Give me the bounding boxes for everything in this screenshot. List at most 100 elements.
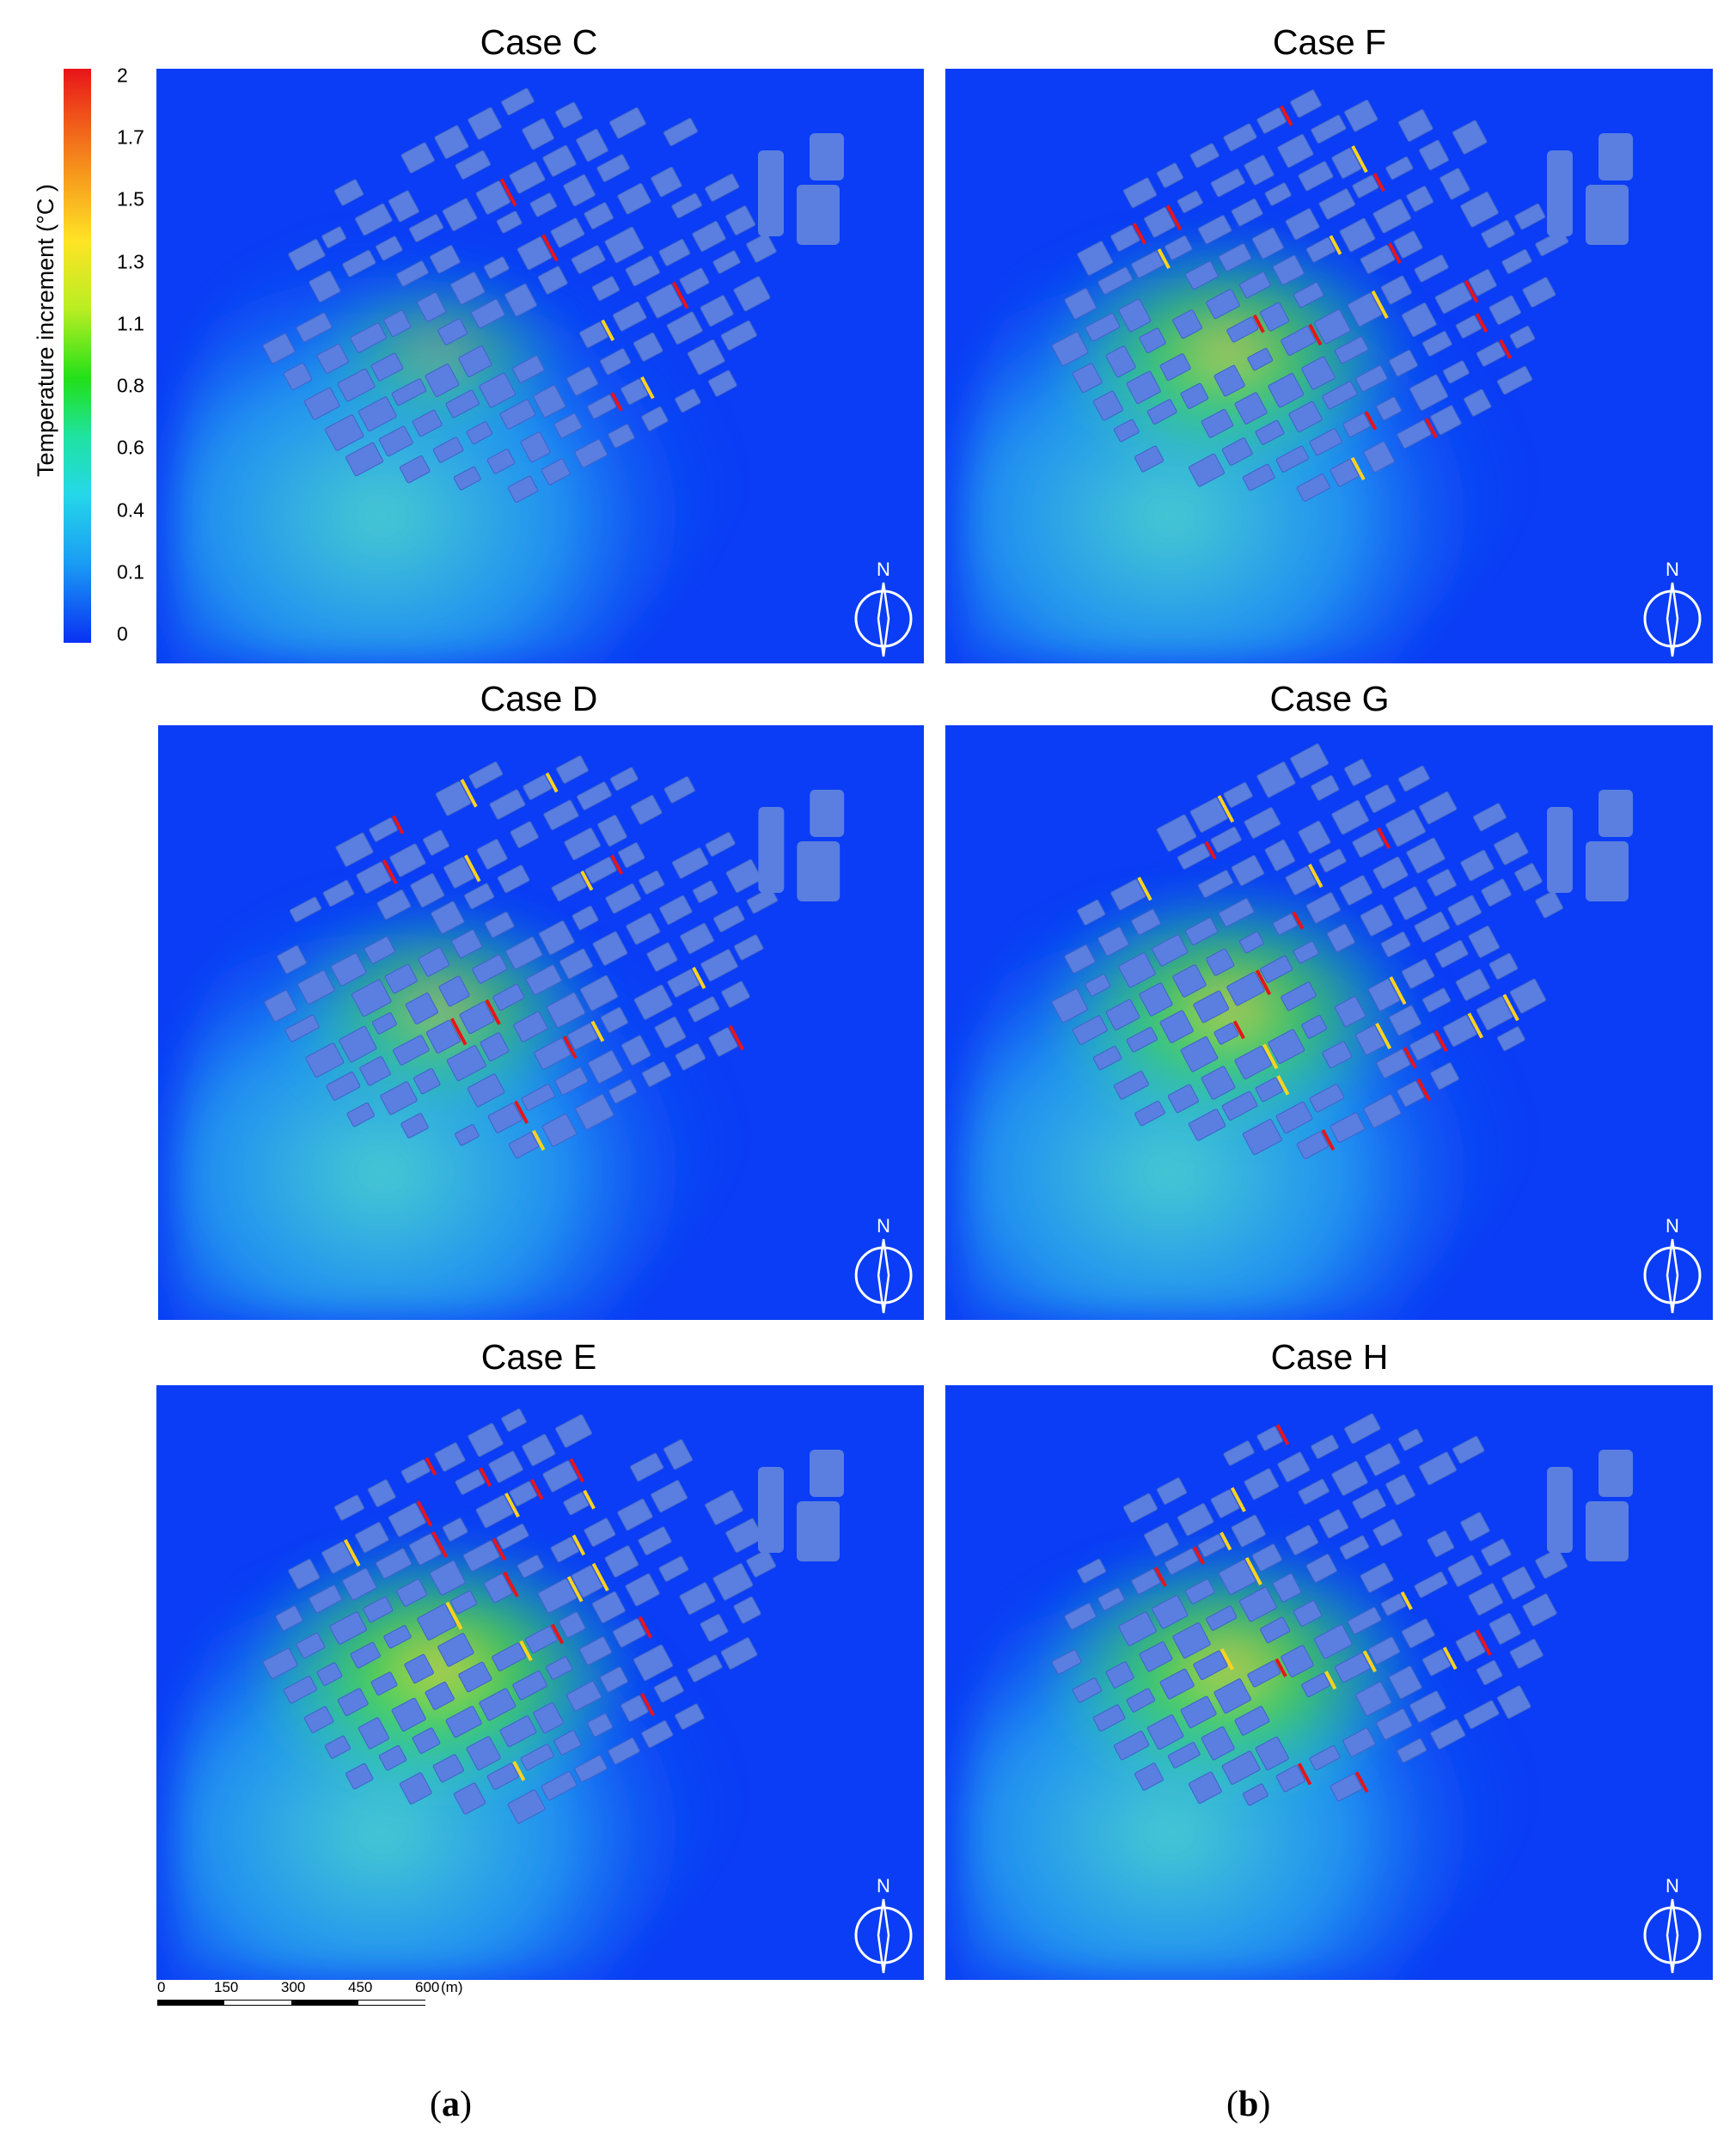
building — [346, 1102, 375, 1127]
building — [633, 332, 663, 362]
building — [538, 920, 575, 956]
building — [475, 1494, 514, 1529]
building — [758, 1467, 784, 1553]
building — [391, 378, 427, 406]
building — [485, 911, 515, 938]
building — [1301, 1015, 1328, 1039]
building — [1335, 336, 1369, 364]
building — [1434, 282, 1473, 315]
building — [389, 843, 426, 877]
building — [578, 321, 608, 349]
building — [537, 1578, 578, 1614]
building — [658, 1555, 689, 1582]
building — [1180, 1695, 1217, 1729]
building — [707, 370, 737, 397]
hot-street — [1467, 1012, 1484, 1039]
building — [1244, 1468, 1280, 1500]
building — [626, 913, 661, 945]
hot-street — [1132, 223, 1146, 245]
hot-street — [392, 815, 405, 834]
building — [533, 1701, 564, 1734]
building — [1434, 939, 1469, 968]
building — [1277, 133, 1314, 168]
compass-north-label: N — [877, 559, 890, 580]
building — [671, 192, 703, 219]
building — [1247, 1660, 1281, 1688]
building — [1305, 1554, 1337, 1583]
building — [1372, 1518, 1403, 1547]
building — [675, 388, 701, 413]
building — [1221, 437, 1253, 466]
compass-north-label: N — [877, 1215, 890, 1237]
building — [508, 1132, 539, 1159]
building — [555, 1414, 593, 1448]
building — [591, 1591, 626, 1624]
building — [1360, 1562, 1394, 1593]
hot-street — [1192, 1546, 1205, 1565]
building — [1501, 248, 1532, 274]
building — [1397, 1428, 1424, 1451]
hot-street — [531, 1129, 546, 1152]
building — [497, 864, 530, 894]
building — [1118, 1611, 1157, 1646]
building — [692, 880, 718, 903]
building — [453, 1782, 486, 1815]
building — [283, 1676, 317, 1704]
building — [1318, 188, 1356, 220]
hot-street — [1362, 1650, 1377, 1673]
panel-title-case-h: Case H — [1270, 1337, 1389, 1377]
building — [517, 236, 553, 271]
building — [384, 963, 418, 994]
building — [1598, 133, 1633, 180]
building — [1256, 761, 1296, 798]
building — [1206, 289, 1240, 320]
building — [479, 372, 517, 408]
building — [1522, 277, 1556, 308]
building — [617, 182, 651, 215]
building — [1455, 968, 1490, 1001]
building — [1311, 1434, 1340, 1459]
hot-street — [1219, 1531, 1232, 1551]
hot-street — [445, 1601, 463, 1630]
hot-street — [1354, 1771, 1369, 1793]
hot-street — [583, 1489, 596, 1510]
hot-street — [1324, 1671, 1337, 1690]
building — [1247, 347, 1274, 371]
building — [1339, 875, 1373, 906]
building — [533, 384, 566, 418]
building — [733, 934, 764, 961]
building — [692, 221, 726, 253]
building — [364, 936, 395, 964]
building — [288, 238, 326, 272]
building — [262, 333, 296, 364]
colorbar-tick-label: 1.3 — [117, 250, 144, 273]
building — [620, 378, 649, 406]
building — [1210, 826, 1242, 853]
building — [1496, 1685, 1531, 1720]
building — [1193, 1650, 1228, 1681]
building — [410, 873, 445, 908]
building — [550, 217, 585, 248]
building — [1330, 459, 1360, 487]
building — [324, 1735, 351, 1759]
building — [1352, 829, 1385, 858]
colorbar-tick-label: 0.4 — [117, 498, 144, 522]
building — [608, 107, 646, 139]
panel-title-case-f: Case F — [1272, 22, 1387, 62]
building — [1156, 162, 1184, 188]
hot-street — [1255, 969, 1272, 996]
building — [1177, 1503, 1214, 1536]
building — [797, 185, 840, 245]
building — [479, 1688, 517, 1721]
building — [1290, 743, 1330, 779]
heatmap-svg: N — [158, 725, 924, 1320]
building — [571, 1565, 603, 1598]
building — [455, 1469, 486, 1495]
heatmap-panel-case-g: N — [945, 725, 1713, 1320]
building — [550, 1536, 579, 1563]
building — [612, 1618, 646, 1648]
building — [597, 815, 627, 847]
hot-street — [1502, 993, 1519, 1022]
building — [1131, 1568, 1161, 1595]
hot-street — [503, 1571, 519, 1597]
